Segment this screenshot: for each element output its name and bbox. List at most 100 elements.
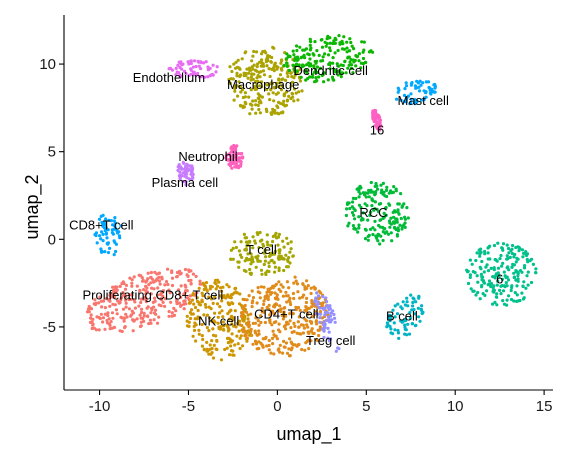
scatter-point [310, 75, 315, 79]
scatter-point [307, 331, 311, 335]
scatter-point [389, 222, 393, 226]
scatter-point [267, 264, 271, 269]
scatter-point [115, 288, 119, 292]
scatter-point [176, 63, 180, 67]
scatter-point [255, 333, 259, 337]
scatter-point [301, 331, 305, 335]
scatter-point [285, 300, 289, 304]
scatter-point [373, 193, 377, 197]
scatter-point [144, 284, 148, 288]
scatter-point [328, 41, 332, 45]
cluster-label: Mast cell [398, 93, 449, 108]
scatter-point [106, 313, 110, 318]
scatter-point [357, 52, 361, 56]
scatter-point [281, 317, 285, 321]
scatter-point [244, 102, 248, 106]
scatter-point [245, 336, 249, 340]
scatter-point [204, 281, 209, 285]
scatter-point [415, 99, 419, 103]
scatter-point [297, 315, 301, 319]
scatter-point [272, 304, 276, 309]
scatter-point [215, 65, 219, 69]
scatter-point [291, 312, 295, 316]
scatter-point [418, 319, 422, 323]
scatter-point [343, 59, 347, 63]
scatter-point [296, 98, 300, 102]
scatter-point [412, 308, 416, 312]
scatter-point [271, 239, 275, 244]
scatter-point [267, 343, 271, 348]
scatter-point [197, 64, 201, 68]
scatter-point [346, 224, 350, 228]
scatter-point [270, 252, 274, 256]
scatter-point [306, 52, 310, 56]
scatter-point [408, 311, 412, 315]
scatter-point [241, 344, 245, 348]
scatter-point [375, 184, 379, 188]
scatter-point [279, 254, 283, 258]
scatter-point [278, 350, 282, 354]
scatter-point [178, 272, 182, 276]
scatter-point [276, 243, 280, 247]
scatter-point [266, 287, 270, 291]
scatter-point [500, 264, 504, 268]
scatter-point [288, 250, 292, 254]
scatter-point [234, 60, 238, 64]
scatter-point [282, 63, 286, 68]
scatter-point [217, 280, 221, 284]
scatter-point [495, 303, 499, 307]
scatter-point [247, 325, 251, 329]
scatter-point [93, 302, 97, 307]
scatter-point [285, 61, 289, 65]
scatter-point [271, 329, 275, 333]
scatter-point [193, 321, 197, 325]
scatter-point [509, 297, 514, 302]
scatter-point [124, 312, 128, 316]
scatter-point [273, 61, 277, 65]
scatter-point [244, 321, 249, 325]
scatter-point [107, 218, 111, 222]
scatter-point [236, 165, 240, 170]
scatter-point [189, 269, 193, 273]
scatter-point [282, 339, 286, 343]
scatter-point [347, 49, 352, 53]
scatter-point [234, 290, 238, 294]
scatter-point [349, 40, 353, 45]
scatter-point [389, 216, 393, 220]
scatter-point [363, 237, 368, 241]
scatter-point [287, 298, 291, 302]
scatter-point [409, 97, 413, 101]
scatter-point [227, 77, 231, 82]
scatter-point [359, 61, 363, 65]
scatter-point [279, 88, 284, 92]
scatter-point [474, 293, 478, 297]
scatter-point [287, 94, 291, 98]
y-tick-label: 0 [48, 231, 56, 248]
scatter-point [220, 295, 224, 299]
scatter-point [338, 41, 342, 45]
scatter-point [485, 289, 489, 293]
scatter-point [258, 84, 262, 88]
scatter-point [226, 329, 230, 333]
scatter-point [177, 301, 181, 305]
scatter-point [522, 266, 527, 270]
scatter-point [256, 290, 260, 294]
scatter-point [268, 98, 272, 102]
scatter-point [257, 329, 261, 333]
scatter-point [230, 147, 235, 151]
scatter-point [323, 310, 327, 315]
scatter-point [478, 254, 482, 258]
scatter-point [193, 317, 197, 321]
scatter-point [342, 35, 346, 39]
scatter-point [468, 273, 472, 277]
scatter-point [123, 325, 127, 329]
scatter-point [238, 346, 242, 351]
scatter-point [520, 291, 524, 295]
scatter-point [420, 98, 424, 102]
scatter-point [231, 257, 235, 261]
scatter-point [410, 322, 414, 326]
scatter-point [208, 287, 212, 291]
scatter-point [252, 49, 256, 54]
scatter-point [397, 202, 401, 206]
scatter-point [371, 232, 375, 237]
